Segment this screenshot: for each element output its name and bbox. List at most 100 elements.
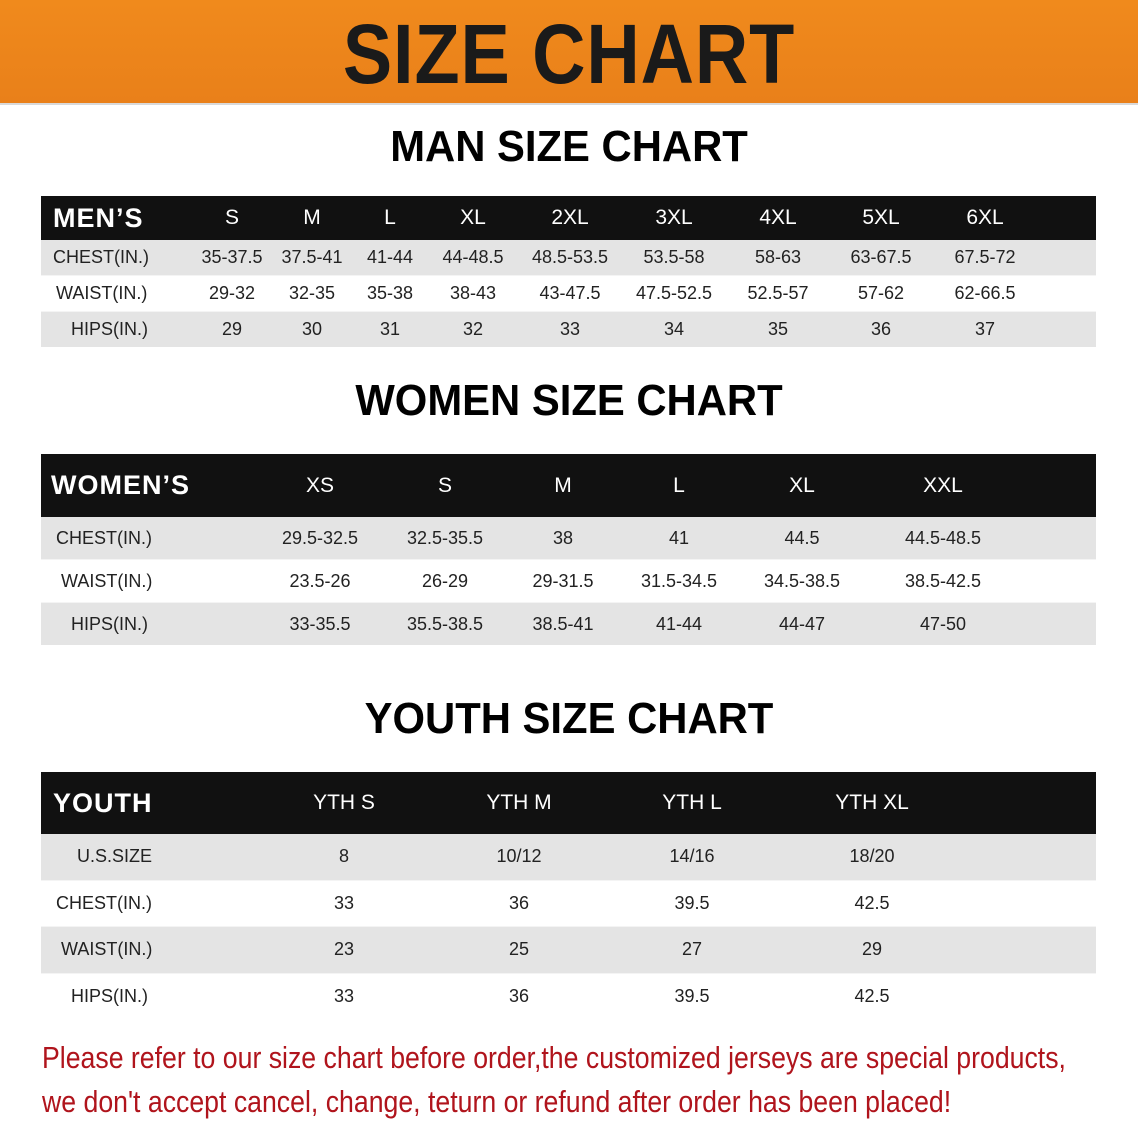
table-cell: 31.5-34.5 — [640, 570, 718, 591]
table-cell: 42.5 — [854, 892, 890, 913]
women-size-table: WOMEN’S XS S M L XL XXL CHEST(IN.) 29.5-32.5 32.5… — [41, 454, 1096, 645]
table-cell: 32-35 — [288, 283, 336, 303]
table-cell: 29 — [861, 939, 883, 960]
size-header-xs: XS — [305, 473, 335, 497]
row-label: WAIST(IN.) — [56, 283, 148, 303]
table-header-row: WOMEN’S XS S M L XL XXL — [41, 454, 1096, 517]
table-cell: 38.5-41 — [532, 613, 594, 634]
table-cell: 38.5-42.5 — [904, 570, 982, 591]
size-header-s: S — [224, 206, 240, 229]
table-cell: 30 — [301, 319, 323, 339]
table-cell: 37.5-41 — [281, 247, 343, 267]
youth-size-table: YOUTH YTH S YTH M YTH L YTH XL U.S.SIZE 8 10/12… — [41, 772, 1096, 1019]
table-cell: 29.5-32.5 — [281, 527, 359, 548]
row-label: HIPS(IN.) — [71, 985, 149, 1006]
table-header-row: YOUTH YTH S YTH M YTH L YTH XL — [41, 772, 1096, 834]
table-cell: 35 — [767, 319, 789, 339]
table-cell: 38 — [552, 527, 574, 548]
men-size-table: MEN’S S M L XL 2XL 3XL 4XL 5XL 6XL CHEST(IN.) 35-37… — [41, 196, 1096, 347]
size-header-m: M — [554, 473, 572, 497]
size-header-6xl: 6XL — [966, 206, 1004, 229]
table-cell: 41-44 — [366, 247, 414, 267]
table-cell: 35-37.5 — [201, 247, 263, 267]
row-label: U.S.SIZE — [77, 846, 153, 867]
table-cell: 23.5-26 — [289, 570, 351, 591]
size-header-l: L — [673, 473, 685, 497]
table-cell: 36 — [508, 985, 530, 1006]
table-cell: 36 — [508, 892, 530, 913]
table-cell: 27 — [681, 939, 703, 960]
size-header-xl: XL — [460, 206, 486, 229]
table-cell: 44.5-48.5 — [904, 527, 982, 548]
table-cell: 44-47 — [778, 613, 826, 634]
youth-section-title: YOUTH SIZE CHART — [364, 694, 774, 743]
table-row: WAIST(IN.) 29-32 32-35 35-38 38-43 43-47.5 47.… — [41, 276, 1096, 312]
table-cell: 67.5-72 — [954, 247, 1016, 267]
banner-title: SIZE CHART — [342, 7, 796, 101]
table-cell: 47-50 — [919, 613, 967, 634]
banner: SIZE CHART — [0, 0, 1138, 105]
table-cell: 32.5-35.5 — [406, 527, 484, 548]
table-cell: 38-43 — [449, 283, 497, 303]
table-cell: 34.5-38.5 — [763, 570, 841, 591]
table-cell: 29-31.5 — [532, 570, 594, 591]
size-header-s: S — [437, 473, 453, 497]
row-label: CHEST(IN.) — [53, 247, 149, 267]
row-label: CHEST(IN.) — [56, 892, 152, 913]
row-label: WAIST(IN.) — [61, 570, 153, 591]
row-label: HIPS(IN.) — [71, 319, 149, 339]
header-label: MEN’S — [53, 202, 144, 233]
table-cell: 33 — [333, 892, 355, 913]
row-label: CHEST(IN.) — [56, 527, 152, 548]
table-row: HIPS(IN.) 33 36 39.5 42.5 — [41, 973, 1096, 1019]
table-row: HIPS(IN.) 33-35.5 35.5-38.5 38.5-41 41-44 44-… — [41, 603, 1096, 645]
men-section-title: MAN SIZE CHART — [390, 122, 748, 171]
table-cell: 44.5 — [784, 527, 820, 548]
table-cell: 31 — [379, 319, 401, 339]
table-cell: 8 — [338, 846, 350, 867]
table-cell: 41-44 — [655, 613, 703, 634]
policy-note-line-1: Please refer to our size chart before or… — [42, 1040, 1066, 1075]
size-header-xl: XL — [789, 473, 815, 497]
table-cell: 57-62 — [857, 283, 905, 303]
table-cell: 35.5-38.5 — [406, 613, 484, 634]
women-section-title: WOMEN SIZE CHART — [355, 376, 783, 425]
table-cell: 62-66.5 — [954, 283, 1016, 303]
table-row: HIPS(IN.) 29 30 31 32 33 34 35 36 37 — [41, 312, 1096, 347]
table-cell: 33 — [559, 319, 581, 339]
table-cell: 44-48.5 — [442, 247, 504, 267]
table-cell: 43-47.5 — [539, 283, 601, 303]
size-header-5xl: 5XL — [862, 206, 900, 229]
table-cell: 18/20 — [849, 846, 895, 867]
table-cell: 36 — [870, 319, 892, 339]
table-cell: 42.5 — [854, 985, 890, 1006]
table-row: U.S.SIZE 8 10/12 14/16 18/20 — [41, 834, 1096, 881]
table-row: WAIST(IN.) 23.5-26 26-29 29-31.5 31.5-34.5 34… — [41, 560, 1096, 603]
table-cell: 39.5 — [674, 892, 710, 913]
table-cell: 41 — [668, 527, 690, 548]
table-cell: 33 — [333, 985, 355, 1006]
table-cell: 48.5-53.5 — [531, 247, 609, 267]
size-header-yth-s: YTH S — [313, 791, 375, 814]
size-header-m: M — [303, 206, 321, 229]
size-header-yth-xl: YTH XL — [835, 791, 909, 814]
table-cell: 29-32 — [208, 283, 256, 303]
table-cell: 23 — [333, 939, 355, 960]
table-cell: 53.5-58 — [643, 247, 705, 267]
table-cell: 39.5 — [674, 985, 710, 1006]
table-row: CHEST(IN.) 35-37.5 37.5-41 41-44 44-48.5 48.5… — [41, 240, 1096, 276]
table-cell: 47.5-52.5 — [635, 283, 713, 303]
policy-note-line-2: we don't accept cancel, change, teturn o… — [42, 1084, 952, 1119]
row-label: HIPS(IN.) — [71, 613, 149, 634]
table-cell: 63-67.5 — [850, 247, 912, 267]
table-cell: 29 — [221, 319, 243, 339]
table-cell: 33-35.5 — [289, 613, 351, 634]
size-header-2xl: 2XL — [551, 206, 589, 229]
table-header-row: MEN’S S M L XL 2XL 3XL 4XL 5XL 6XL — [41, 196, 1096, 240]
size-header-yth-m: YTH M — [486, 791, 552, 814]
row-label: WAIST(IN.) — [61, 939, 153, 960]
header-label: WOMEN’S — [51, 470, 190, 500]
table-cell: 58-63 — [754, 247, 802, 267]
table-cell: 32 — [462, 319, 484, 339]
table-cell: 37 — [974, 319, 996, 339]
